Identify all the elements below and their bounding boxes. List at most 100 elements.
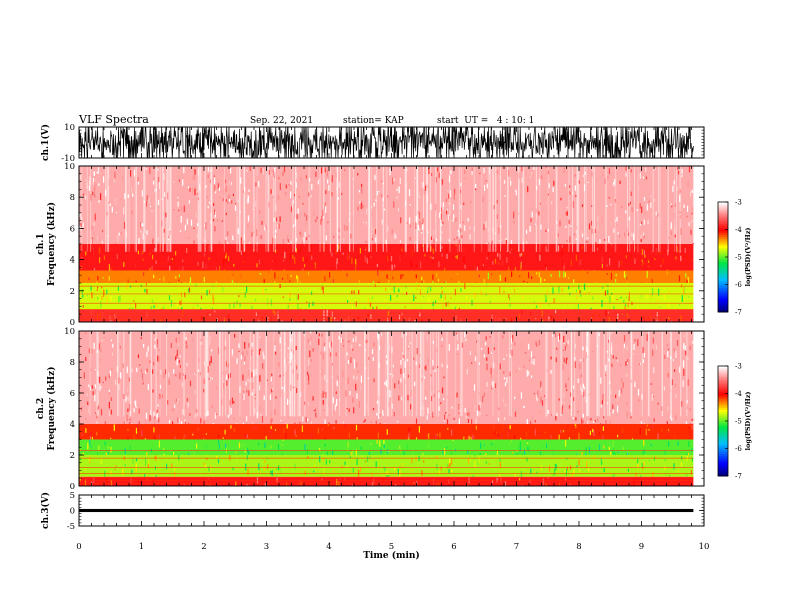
- spectrogram-texture: [308, 177, 311, 182]
- spectrogram-texture: [540, 432, 543, 437]
- spectrogram-texture: [308, 358, 310, 366]
- spectrogram-texture: [157, 456, 159, 461]
- spectrogram-texture: [347, 256, 349, 261]
- spectrogram-texture: [358, 190, 360, 193]
- spectrogram-band: [79, 309, 694, 322]
- spectrogram-texture: [93, 477, 95, 483]
- sferic-streak: [239, 331, 241, 417]
- spectrogram-texture: [614, 199, 617, 202]
- spectrogram-texture: [392, 374, 394, 378]
- spectrogram-texture: [581, 245, 584, 249]
- spectrogram-texture: [439, 212, 441, 219]
- spectrogram-texture: [124, 463, 126, 467]
- spectrogram-texture: [492, 260, 494, 265]
- sferic-streak: [568, 166, 570, 252]
- spectrogram-texture: [98, 247, 101, 254]
- spectrogram-texture: [575, 417, 577, 421]
- spectrogram-texture: [475, 188, 477, 191]
- colorbar-segment: [718, 271, 728, 274]
- spectrogram-texture: [85, 195, 87, 200]
- spectrogram-texture: [238, 350, 240, 353]
- spectrogram-texture: [279, 467, 281, 474]
- spectrogram-texture: [230, 283, 232, 285]
- spectrogram-texture: [563, 342, 565, 344]
- spectrogram-texture: [627, 468, 629, 472]
- spectrogram-texture: [414, 405, 416, 410]
- spectrogram-texture: [115, 465, 117, 467]
- spectrogram-texture: [255, 312, 257, 316]
- sferic-streak: [117, 331, 119, 417]
- spectrogram-texture: [145, 412, 148, 420]
- sferic-streak: [675, 166, 677, 252]
- spectrogram-texture: [608, 446, 610, 450]
- spectrogram-texture: [685, 421, 688, 424]
- spectrogram-band: [79, 455, 694, 477]
- spectrogram-texture: [193, 240, 195, 244]
- spectrogram-texture: [611, 332, 613, 334]
- spectrogram-texture: [93, 267, 96, 271]
- spectrogram-texture: [92, 391, 94, 396]
- spectrogram-texture: [218, 347, 220, 354]
- spectrogram-texture: [272, 260, 274, 262]
- spectrogram-texture: [158, 425, 160, 428]
- spectrogram-texture: [493, 424, 495, 430]
- spectrogram-texture: [247, 215, 250, 222]
- spectrogram-texture: [179, 230, 182, 232]
- spectrogram-texture: [252, 208, 254, 211]
- spectrogram-texture: [418, 426, 420, 433]
- spectrogram-texture: [585, 447, 587, 453]
- sferic-streak: [308, 166, 311, 252]
- spectrogram-texture: [216, 258, 218, 260]
- spectrogram-texture: [168, 282, 171, 283]
- spectrogram-texture: [566, 240, 568, 242]
- spectrogram-texture: [130, 417, 132, 423]
- spectrogram-texture: [323, 409, 325, 411]
- spectrogram-texture: [376, 440, 378, 444]
- spectrogram-texture: [613, 306, 615, 309]
- spectrogram-texture: [176, 349, 178, 356]
- spectrogram-texture: [274, 409, 276, 416]
- spectrogram-texture: [436, 272, 438, 277]
- spectrogram-texture: [365, 246, 367, 251]
- spectrogram-texture: [455, 217, 457, 222]
- spectrogram-texture: [455, 315, 457, 322]
- spectrogram-texture: [283, 259, 285, 262]
- spectrogram-texture: [619, 363, 621, 367]
- colorbar-segment: [718, 295, 728, 298]
- spectrogram-texture: [413, 305, 415, 308]
- spectrogram-texture: [274, 310, 276, 316]
- spectrogram-texture: [82, 294, 84, 298]
- spectrogram-texture: [222, 380, 224, 384]
- spectrogram-texture: [528, 272, 530, 279]
- spectrogram-texture: [88, 458, 90, 462]
- spectrogram-texture: [371, 473, 373, 477]
- spectrogram-texture: [345, 390, 347, 397]
- spectrogram-texture: [135, 427, 138, 434]
- spectrogram-texture: [389, 373, 391, 375]
- spectrogram-texture: [476, 266, 478, 271]
- colorbar-segment: [718, 459, 728, 462]
- spectrogram-texture: [436, 456, 438, 458]
- spectrogram-texture: [571, 227, 573, 230]
- sferic-streak: [206, 331, 208, 417]
- sferic-streak: [96, 331, 98, 417]
- spectrogram-texture: [670, 222, 672, 230]
- spectrogram-texture: [498, 317, 500, 321]
- spectrogram-texture: [598, 333, 600, 336]
- spectrogram-texture: [188, 287, 191, 293]
- x-tick-label: 5: [389, 542, 394, 552]
- spectrogram-texture: [325, 235, 327, 241]
- spectrogram-texture: [478, 362, 480, 365]
- spectrogram-texture: [246, 390, 248, 393]
- spectrogram-texture: [202, 261, 204, 269]
- spectrogram-texture: [123, 421, 125, 424]
- spectrogram-texture: [151, 474, 153, 477]
- spectrogram-texture: [290, 352, 292, 360]
- spectrogram-texture: [608, 197, 610, 199]
- sferic-streak: [339, 331, 340, 417]
- spectrogram-texture: [399, 465, 401, 468]
- spectrogram-texture: [236, 423, 238, 424]
- spectrogram-texture: [262, 287, 264, 294]
- spectrogram-texture: [439, 470, 441, 474]
- spectrogram-texture: [196, 234, 199, 239]
